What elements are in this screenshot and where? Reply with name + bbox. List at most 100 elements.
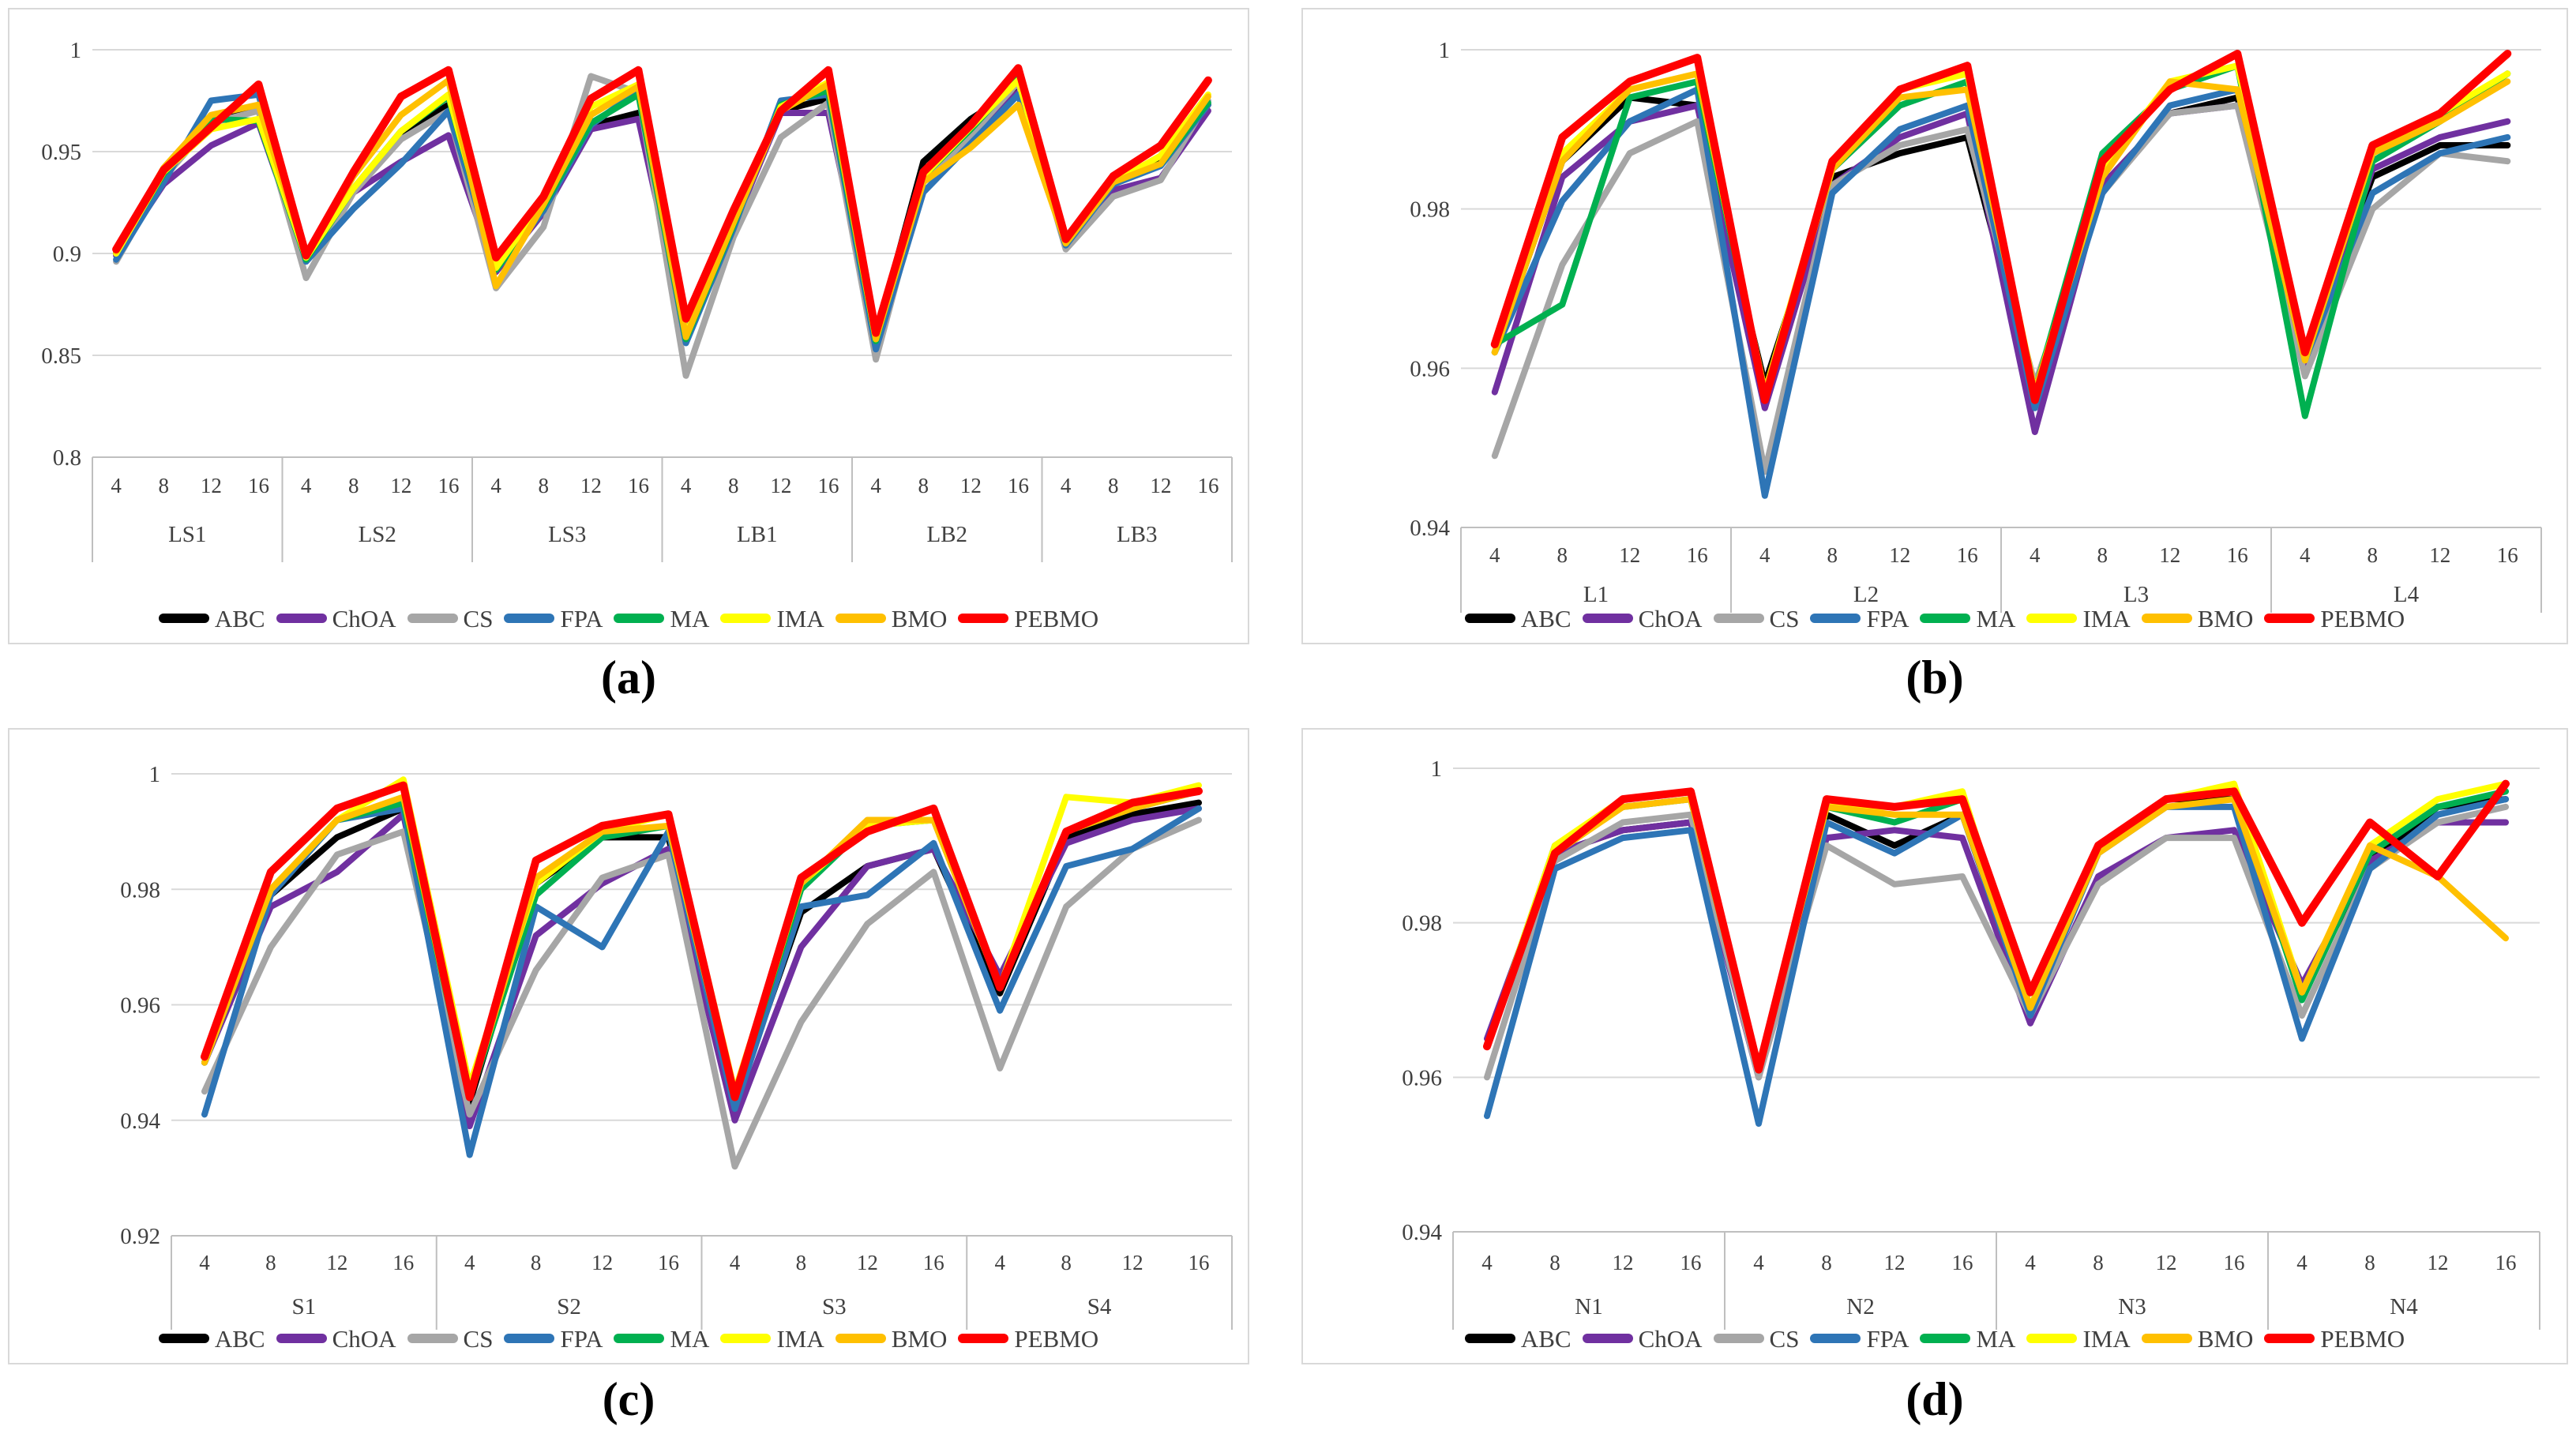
caption-c-text: (c) bbox=[602, 1373, 655, 1425]
x-tick-label: 12 bbox=[960, 474, 982, 497]
chart-a-panel: 1 0.95 0.9 0.85 0.8 4 8 12 16 LS1 4 8 12 16 LS2 4 8 12 16 L… bbox=[8, 8, 1249, 644]
caption-c: (c) bbox=[8, 1372, 1249, 1427]
legend-item-MA: MA bbox=[614, 1327, 709, 1351]
y-tick-label: 1 bbox=[70, 38, 82, 63]
x-tick-label: 8 bbox=[1827, 543, 1838, 567]
y-tick-label: 1 bbox=[1439, 38, 1451, 63]
legend-swatch-ABC bbox=[158, 614, 209, 623]
legend-label-ChOA: ChOA bbox=[332, 604, 396, 632]
group-label: L2 bbox=[1853, 582, 1879, 607]
legend-item-ChOA: ChOA bbox=[1582, 1327, 1703, 1351]
legend-item-FPA: FPA bbox=[504, 1327, 603, 1351]
group-label: N4 bbox=[2390, 1294, 2418, 1319]
legend-label-IMA: IMA bbox=[2082, 604, 2131, 632]
x-tick-label: 16 bbox=[1687, 543, 1708, 567]
x-tick-label: 16 bbox=[1680, 1251, 1702, 1274]
x-tick-label: 16 bbox=[1197, 474, 1219, 497]
legend-label-PEBMO: PEBMO bbox=[2320, 1324, 2405, 1353]
y-tick-label: 0.98 bbox=[1402, 911, 1442, 936]
x-tick-label: 12 bbox=[1884, 1251, 1906, 1274]
x-tick-label: 8 bbox=[158, 474, 169, 497]
legend-label-ChOA: ChOA bbox=[332, 1324, 396, 1353]
legend-swatch-CS bbox=[1713, 614, 1764, 623]
legend-item-PEBMO: PEBMO bbox=[958, 606, 1098, 631]
x-tick-label: 12 bbox=[1619, 543, 1640, 567]
legend-swatch-ChOA bbox=[1582, 1334, 1633, 1343]
x-tick-label: 4 bbox=[681, 474, 692, 497]
legend-swatch-ChOA bbox=[276, 614, 327, 623]
group-label: N3 bbox=[2118, 1294, 2146, 1319]
legend-item-PEBMO: PEBMO bbox=[958, 1327, 1098, 1351]
legend-label-ABC: ABC bbox=[1520, 1324, 1572, 1353]
caption-b-text: (b) bbox=[1906, 651, 1964, 704]
x-tick-label: 4 bbox=[490, 474, 501, 497]
y-tick-label: 0.94 bbox=[120, 1109, 160, 1134]
legend-swatch-PEBMO bbox=[2264, 1334, 2315, 1343]
legend-label-ABC: ABC bbox=[214, 604, 265, 632]
chart-b-panel: 1 0.98 0.96 0.94 4 8 12 16 L1 4 8 12 16 L2 4 8 12 16 L3 4 8 1… bbox=[1301, 8, 2568, 644]
y-tick-label: 0.96 bbox=[1402, 1065, 1442, 1090]
x-tick-label: 16 bbox=[1952, 1251, 1973, 1274]
x-tick-label: 8 bbox=[918, 474, 929, 497]
x-tick-label: 16 bbox=[392, 1251, 414, 1274]
x-tick-label: 4 bbox=[1489, 543, 1500, 567]
legend-swatch-ABC bbox=[1464, 614, 1515, 623]
x-tick-label: 4 bbox=[199, 1251, 210, 1274]
group-label: LS2 bbox=[359, 522, 396, 547]
caption-d-text: (d) bbox=[1906, 1373, 1964, 1425]
legend-item-ABC: ABC bbox=[1464, 1324, 1572, 1353]
x-tick-label: 4 bbox=[301, 474, 312, 497]
legend-label-ABC: ABC bbox=[1520, 604, 1572, 632]
legend-item-IMA: IMA bbox=[2026, 1327, 2131, 1351]
x-tick-label: 4 bbox=[994, 1251, 1005, 1274]
legend-swatch-ABC bbox=[1464, 1334, 1515, 1343]
group-label: LB2 bbox=[926, 522, 967, 547]
x-tick-label: 4 bbox=[730, 1251, 741, 1274]
legend-swatch-MA bbox=[1920, 614, 1971, 623]
legend-swatch-BMO bbox=[2141, 614, 2192, 623]
x-tick-label: 4 bbox=[2300, 543, 2311, 567]
x-tick-label: 12 bbox=[2159, 543, 2180, 567]
x-tick-label: 16 bbox=[248, 474, 269, 497]
x-tick-label: 4 bbox=[870, 474, 881, 497]
legend-swatch-ABC bbox=[158, 1334, 209, 1343]
group-label: LB3 bbox=[1117, 522, 1158, 547]
x-tick-label: 8 bbox=[2368, 543, 2379, 567]
x-tick-label: 4 bbox=[1481, 1251, 1493, 1274]
legend-item-BMO: BMO bbox=[2141, 1327, 2253, 1351]
chart-a-series-PEBMO-line bbox=[112, 64, 1212, 337]
x-tick-label: 16 bbox=[1008, 474, 1029, 497]
legend-swatch-IMA bbox=[2026, 614, 2078, 623]
legend-item-ABC: ABC bbox=[158, 604, 265, 632]
x-tick-label: 16 bbox=[2497, 543, 2518, 567]
legend-label-BMO: BMO bbox=[2197, 604, 2254, 632]
x-tick-label: 4 bbox=[111, 474, 122, 497]
x-tick-label: 12 bbox=[1150, 474, 1171, 497]
legend-item-FPA: FPA bbox=[1810, 1327, 1909, 1351]
x-tick-label: 8 bbox=[265, 1251, 276, 1274]
legend-item-ChOA: ChOA bbox=[1582, 606, 1703, 631]
y-tick-label: 0.8 bbox=[53, 445, 81, 471]
chart-a-legend: ABC ChOA CS FPA MA IMA BMO PEBMO bbox=[9, 602, 1248, 635]
legend-label-PEBMO: PEBMO bbox=[1014, 604, 1099, 632]
x-tick-label: 4 bbox=[2030, 543, 2041, 567]
legend-label-IMA: IMA bbox=[776, 604, 824, 632]
chart-d-plot: 1 0.98 0.96 0.94 4 8 12 16 N1 4 8 12 16 N2 4 8 12 16 N3 4 8 1… bbox=[1402, 756, 2540, 1330]
x-tick-label: 4 bbox=[2025, 1251, 2036, 1274]
legend-label-PEBMO: PEBMO bbox=[2320, 604, 2405, 632]
chart-d-legend: ABC ChOA CS FPA MA IMA BMO PEBMO bbox=[1303, 1322, 2567, 1355]
legend-label-CS: CS bbox=[1769, 604, 1800, 632]
y-tick-label: 0.96 bbox=[120, 993, 160, 1019]
group-label: N1 bbox=[1575, 1294, 1602, 1319]
chart-b-plot: 1 0.98 0.96 0.94 4 8 12 16 L1 4 8 12 16 L2 4 8 12 16 L3 4 8 1… bbox=[1410, 38, 2542, 613]
legend-swatch-FPA bbox=[504, 614, 555, 623]
legend-swatch-IMA bbox=[2026, 1334, 2078, 1343]
chart-d-panel: 1 0.98 0.96 0.94 4 8 12 16 N1 4 8 12 16 N2 4 8 12 16 N3 4 8 1… bbox=[1301, 728, 2568, 1364]
legend-item-FPA: FPA bbox=[1810, 606, 1909, 631]
x-tick-label: 8 bbox=[1821, 1251, 1832, 1274]
x-tick-label: 8 bbox=[538, 474, 549, 497]
x-tick-label: 16 bbox=[1188, 1251, 1210, 1274]
legend-item-IMA: IMA bbox=[720, 606, 824, 631]
legend-swatch-ChOA bbox=[276, 1334, 327, 1343]
chart-d-series-PEBMO-line bbox=[1483, 779, 2510, 1074]
